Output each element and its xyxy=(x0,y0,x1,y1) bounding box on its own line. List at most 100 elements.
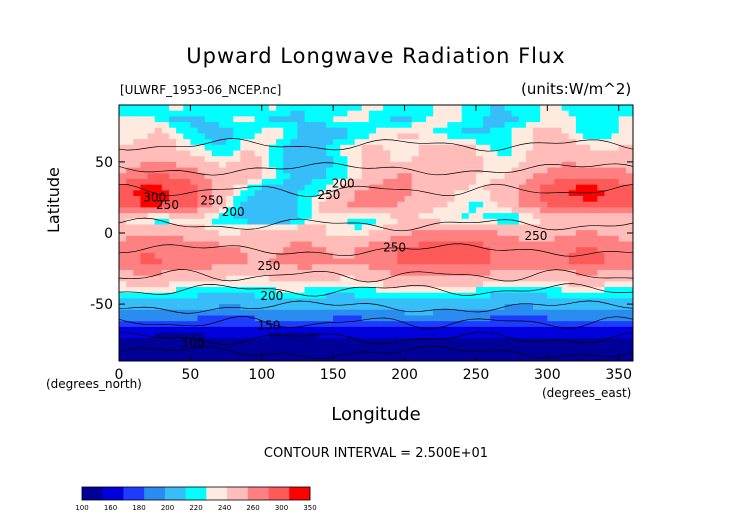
heatmap-cell xyxy=(404,190,413,197)
heatmap-cell xyxy=(433,326,441,334)
heatmap-cell xyxy=(126,338,134,345)
heatmap-cell xyxy=(497,207,506,214)
heatmap-cell xyxy=(154,116,163,123)
heatmap-cell xyxy=(497,110,506,117)
heatmap-cell xyxy=(318,213,327,220)
heatmap-cell xyxy=(304,224,313,231)
heatmap-cell xyxy=(297,201,306,208)
heatmap-cell xyxy=(590,287,598,294)
heatmap-cell xyxy=(226,133,234,140)
heatmap-cell xyxy=(254,122,263,129)
heatmap-cell xyxy=(625,269,633,277)
heatmap-cell xyxy=(554,196,563,203)
heatmap-cell xyxy=(176,292,184,300)
heatmap-cell xyxy=(404,309,413,317)
heatmap-cell xyxy=(283,122,291,129)
heatmap-cell xyxy=(397,122,406,129)
heatmap-cell xyxy=(247,127,256,135)
heatmap-cell xyxy=(183,127,191,135)
heatmap-cell xyxy=(340,122,349,129)
heatmap-cell xyxy=(126,184,134,191)
heatmap-cell xyxy=(568,161,577,169)
heatmap-cell xyxy=(247,213,256,220)
heatmap-cell xyxy=(297,292,306,300)
heatmap-cell xyxy=(590,281,598,288)
heatmap-cell xyxy=(533,309,541,317)
heatmap-cell xyxy=(368,264,377,271)
heatmap-cell xyxy=(404,144,413,152)
heatmap-cell xyxy=(190,252,199,260)
heatmap-cell xyxy=(347,281,356,288)
heatmap-cell xyxy=(418,133,427,140)
heatmap-cell xyxy=(261,213,270,220)
heatmap-cell xyxy=(475,213,484,220)
heatmap-cell xyxy=(247,252,256,260)
heatmap-cell xyxy=(383,173,391,180)
heatmap-cell xyxy=(625,122,633,129)
heatmap-cell xyxy=(390,201,399,208)
heatmap-cell xyxy=(583,105,591,112)
contour-label: 300 xyxy=(143,191,166,205)
heatmap-cell xyxy=(561,343,570,351)
heatmap-cell xyxy=(483,105,491,112)
heatmap-cell xyxy=(233,338,241,345)
heatmap-cell xyxy=(304,235,313,243)
heatmap-cell xyxy=(518,167,527,174)
contour-label: 200 xyxy=(332,177,355,191)
heatmap-cell xyxy=(483,213,491,220)
heatmap-cell xyxy=(483,133,491,140)
heatmap-cell xyxy=(311,309,320,317)
heatmap-cell xyxy=(604,326,613,334)
heatmap-cell xyxy=(119,105,127,112)
heatmap-cell xyxy=(190,133,199,140)
heatmap-cell xyxy=(218,304,227,311)
heatmap-cell xyxy=(447,349,456,356)
heatmap-cell xyxy=(204,110,213,117)
heatmap-cell xyxy=(390,343,399,351)
heatmap-cell xyxy=(454,196,463,203)
heatmap-cell xyxy=(433,122,441,129)
heatmap-cell xyxy=(483,139,491,146)
heatmap-cell xyxy=(347,321,356,328)
heatmap-cell xyxy=(511,269,520,277)
heatmap-cell xyxy=(254,201,263,208)
heatmap-cell xyxy=(247,275,256,282)
heatmap-cell xyxy=(554,315,563,322)
heatmap-cell xyxy=(247,326,256,334)
heatmap-cell xyxy=(468,105,477,112)
heatmap-cell xyxy=(418,105,427,112)
heatmap-cell xyxy=(475,252,484,260)
heatmap-cell xyxy=(404,326,413,334)
heatmap-cell xyxy=(433,127,441,135)
heatmap-cell xyxy=(447,173,456,180)
contour-label: 250 xyxy=(317,188,340,202)
heatmap-cell xyxy=(404,173,413,180)
heatmap-cell xyxy=(254,156,263,163)
heatmap-cell xyxy=(226,144,234,152)
heatmap-cell xyxy=(161,184,170,191)
heatmap-cell xyxy=(183,343,191,351)
heatmap-cell xyxy=(497,258,506,265)
heatmap-cell xyxy=(276,315,284,322)
heatmap-cell xyxy=(226,213,234,220)
heatmap-cell xyxy=(354,173,363,180)
heatmap-cell xyxy=(333,173,341,180)
heatmap-cell xyxy=(597,235,606,243)
heatmap-cell xyxy=(204,161,213,169)
heatmap-cell xyxy=(326,218,334,226)
heatmap-cell xyxy=(568,349,577,356)
heatmap-cell xyxy=(161,144,170,152)
heatmap-cell xyxy=(240,116,249,123)
heatmap-cell xyxy=(247,218,256,226)
heatmap-cell xyxy=(618,133,627,140)
heatmap-cell xyxy=(561,258,570,265)
heatmap-cell xyxy=(297,247,306,254)
heatmap-cell xyxy=(390,178,399,186)
heatmap-cell xyxy=(318,252,327,260)
heatmap-cell xyxy=(233,281,241,288)
heatmap-cell xyxy=(411,230,420,237)
heatmap-cell xyxy=(183,201,191,208)
heatmap-cell xyxy=(368,139,377,146)
heatmap-cell xyxy=(283,264,291,271)
heatmap-cell xyxy=(154,173,163,180)
